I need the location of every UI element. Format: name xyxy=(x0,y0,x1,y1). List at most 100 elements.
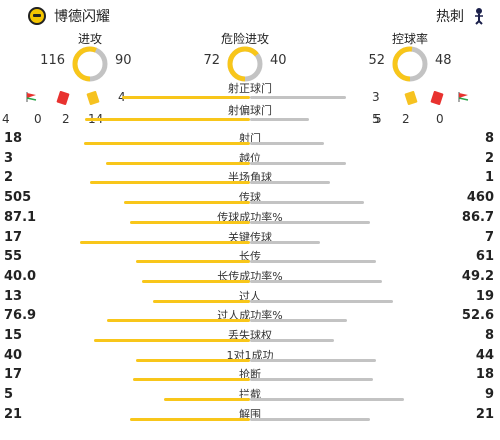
stat-home-value: 87.1 xyxy=(4,210,37,225)
stat-away-value: 460 xyxy=(466,190,494,205)
donut-chart xyxy=(227,46,263,82)
stat-home-value: 15 xyxy=(4,328,23,343)
stat-home-bar xyxy=(153,300,250,303)
stat-home-bar xyxy=(124,201,250,204)
stat-row: 505 传球 460 xyxy=(0,187,500,207)
stat-away-value: 18 xyxy=(475,367,494,382)
stat-row: 15 丢失球权 8 xyxy=(0,325,500,345)
donut-label: 进攻 xyxy=(77,32,102,46)
donut-group: 控球率 52 48 xyxy=(330,30,490,82)
stat-home-value: 18 xyxy=(4,131,23,146)
stat-away-bar xyxy=(250,300,393,303)
stat-away-bar xyxy=(250,418,370,421)
donut-away-value: 48 xyxy=(435,53,452,68)
corner-flag-icon xyxy=(26,92,37,102)
stat-away-value: 86.7 xyxy=(461,210,494,225)
stat-away-value: 7 xyxy=(484,230,494,245)
stat-name: 传球成功率% xyxy=(217,211,283,224)
home-shots-on-target: 4 xyxy=(118,90,126,104)
donut-home-arc xyxy=(227,46,263,82)
donut-home-value: 116 xyxy=(40,53,65,68)
donut-group: 危险进攻 72 40 xyxy=(165,30,325,82)
stat-home-value: 17 xyxy=(4,230,23,245)
stat-away-bar xyxy=(250,378,373,381)
stat-home-value: 13 xyxy=(4,289,23,304)
stat-home-value: 76.9 xyxy=(4,308,37,323)
stat-home-value: 2 xyxy=(4,170,14,185)
stat-name: 1对1成功 xyxy=(226,349,274,362)
home-corners: 4 xyxy=(2,112,10,126)
stat-home-value: 21 xyxy=(4,407,23,422)
away-team-name: 热刺 xyxy=(436,9,464,25)
stat-name: 越位 xyxy=(239,152,261,165)
bodo-glimt-crest-icon xyxy=(28,7,46,25)
stat-home-value: 505 xyxy=(4,190,32,205)
stat-away-value: 2 xyxy=(484,151,494,166)
donut-home-value: 52 xyxy=(368,53,385,68)
away-shots-off-target-bar xyxy=(250,118,309,121)
stat-name: 射门 xyxy=(239,132,261,145)
away-yellow-cards: 0 xyxy=(436,112,444,126)
stat-home-bar xyxy=(106,162,250,165)
donut-home-value: 72 xyxy=(203,53,220,68)
shots-on-target-label: 射正球门 xyxy=(228,82,272,95)
stat-home-bar xyxy=(94,339,250,342)
donut-home-arc xyxy=(72,46,108,82)
shots-off-target-label: 射偏球门 xyxy=(228,104,272,117)
home-shots-off-target-bar xyxy=(85,118,250,121)
stat-home-bar xyxy=(136,359,250,362)
donut-away-value: 90 xyxy=(115,53,132,68)
stat-away-bar xyxy=(250,359,376,362)
stat-home-bar xyxy=(107,319,250,322)
stat-row: 21 解围 21 xyxy=(0,404,500,424)
stat-home-bar xyxy=(130,221,250,224)
home-team[interactable]: 博德闪耀 xyxy=(28,6,110,26)
stat-row: 40 1对1成功 44 xyxy=(0,345,500,365)
stat-row: 13 过人 19 xyxy=(0,286,500,306)
away-team[interactable]: 热刺 xyxy=(436,6,486,26)
stat-row: 3 越位 2 xyxy=(0,148,500,168)
stat-name: 半场角球 xyxy=(228,171,272,184)
stat-name: 解围 xyxy=(239,408,261,421)
donut-label: 控球率 xyxy=(391,32,428,46)
stat-home-bar xyxy=(80,241,250,244)
away-shots-on-target-bar xyxy=(250,96,346,99)
donut-home-arc xyxy=(392,46,428,82)
stat-home-bar xyxy=(142,280,250,283)
match-header: 博德闪耀 热刺 xyxy=(0,0,500,30)
stat-home-value: 17 xyxy=(4,367,23,382)
tottenham-crest-icon xyxy=(475,8,483,25)
stat-away-value: 9 xyxy=(484,387,494,402)
donut-chart xyxy=(392,46,428,82)
stat-home-value: 40.0 xyxy=(4,269,37,284)
stat-home-bar xyxy=(164,398,250,401)
stat-away-bar xyxy=(250,398,404,401)
stat-row: 17 关键传球 7 xyxy=(0,227,500,247)
stat-home-bar xyxy=(130,418,250,421)
stat-away-value: 21 xyxy=(475,407,494,422)
stat-name: 拦截 xyxy=(239,388,261,401)
stat-row: 76.9 过人成功率% 52.6 xyxy=(0,305,500,325)
stat-away-bar xyxy=(250,260,376,263)
stat-away-bar xyxy=(250,221,370,224)
stat-away-bar xyxy=(250,142,324,145)
stat-row: 55 长传 61 xyxy=(0,246,500,266)
stat-away-value: 8 xyxy=(484,328,494,343)
stat-away-bar xyxy=(250,162,346,165)
stat-home-value: 5 xyxy=(4,387,14,402)
stat-name: 长传 xyxy=(239,250,261,263)
stat-away-value: 52.6 xyxy=(461,308,494,323)
stat-home-bar xyxy=(90,181,250,184)
stat-row: 2 半场角球 1 xyxy=(0,167,500,187)
donut-label: 危险进攻 xyxy=(220,32,269,46)
stat-away-bar xyxy=(250,241,320,244)
stat-name: 关键传球 xyxy=(228,231,272,244)
stat-row: 17 抢断 18 xyxy=(0,364,500,384)
stat-name: 丢失球权 xyxy=(228,329,272,342)
stat-away-value: 49.2 xyxy=(461,269,494,284)
stat-home-value: 40 xyxy=(4,348,23,363)
stat-away-bar xyxy=(250,319,347,322)
stat-away-value: 8 xyxy=(484,131,494,146)
stat-away-value: 44 xyxy=(475,348,494,363)
stat-home-bar xyxy=(136,260,250,263)
